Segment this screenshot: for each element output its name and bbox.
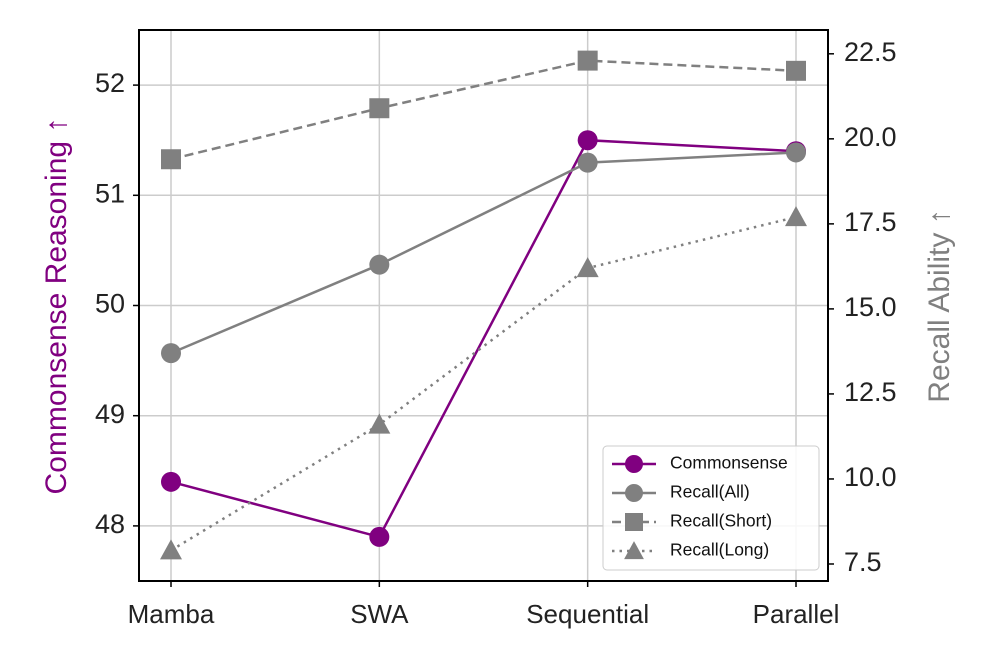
right-tick-label: 17.5	[844, 207, 897, 237]
series-recall-all	[161, 142, 806, 364]
data-point-recall-short	[161, 149, 181, 170]
data-point-recall-short	[577, 50, 598, 71]
series-group	[160, 50, 807, 560]
legend-label: Recall(Short)	[670, 511, 772, 531]
right-y-axis: 7.5 10.0 12.5 15.0 17.5 20.0 22.5	[828, 37, 897, 577]
left-tick-label: 52	[95, 68, 125, 98]
left-tick-label: 51	[95, 178, 125, 208]
series-recall-long	[160, 206, 807, 560]
legend-label: Recall(All)	[670, 482, 750, 502]
legend-box	[602, 445, 820, 571]
legend-marker	[624, 541, 644, 560]
data-point-recall-all	[161, 343, 181, 364]
left-tick-label: 49	[95, 399, 125, 429]
data-point-recall-short	[369, 98, 390, 119]
legend-entry-recall-all: Recall(All)	[612, 482, 750, 502]
data-point-recall-long	[160, 539, 182, 560]
series-recall-short	[161, 50, 806, 170]
legend-marker	[625, 513, 643, 531]
series-line-recall-short	[170, 59, 797, 161]
data-point-commonsense	[161, 471, 181, 492]
legend-label: Commonsense	[670, 453, 788, 473]
right-tick-label: 15.0	[844, 292, 897, 322]
data-point-commonsense	[369, 526, 390, 547]
right-tick-label: 12.5	[844, 377, 897, 407]
data-point-recall-all	[786, 142, 806, 163]
legend-entry-commonsense: Commonsense	[612, 453, 788, 473]
right-tick-label: 10.0	[844, 462, 897, 492]
left-y-axis: 48 49 50 51 52	[95, 68, 139, 539]
right-tick-label: 7.5	[844, 547, 882, 577]
x-tick-label: SWA	[350, 599, 409, 629]
right-axis-title: Recall Ability ↑	[923, 209, 956, 402]
legend-label: Recall(Long)	[670, 540, 769, 560]
legend-entry-recall-short: Recall(Short)	[612, 511, 772, 531]
right-tick-label: 22.5	[844, 37, 897, 67]
right-tick-label: 20.0	[844, 122, 897, 152]
x-tick-label: Sequential	[526, 599, 649, 629]
data-point-recall-short	[786, 60, 806, 81]
grid-lines	[139, 30, 828, 581]
data-point-recall-long	[368, 413, 391, 434]
legend-entries: Commonsense Recall(All) Recall(Short) Recal…	[612, 453, 788, 560]
left-axis-title: Commonsense Reasoning ↑	[40, 118, 73, 495]
left-tick-label: 48	[95, 509, 125, 539]
legend-marker	[625, 484, 643, 502]
legend-marker	[625, 455, 643, 473]
data-point-recall-long	[576, 257, 599, 278]
x-tick-label: Parallel	[753, 599, 840, 629]
left-tick-label: 50	[95, 289, 125, 319]
x-tick-label: Mamba	[128, 599, 215, 629]
data-point-recall-long	[785, 206, 807, 227]
x-axis: Mamba SWA Sequential Parallel	[128, 581, 840, 629]
data-point-recall-all	[577, 152, 598, 173]
legend-entry-recall-long: Recall(Long)	[612, 540, 769, 560]
series-line-commonsense	[170, 138, 797, 539]
legend: Commonsense Recall(All) Recall(Short) Recal…	[602, 445, 820, 571]
data-point-recall-all	[369, 254, 390, 275]
series-line-recall-long	[170, 215, 797, 552]
series-line-recall-all	[170, 151, 797, 355]
data-point-commonsense	[577, 130, 598, 151]
series-commonsense	[161, 130, 806, 547]
